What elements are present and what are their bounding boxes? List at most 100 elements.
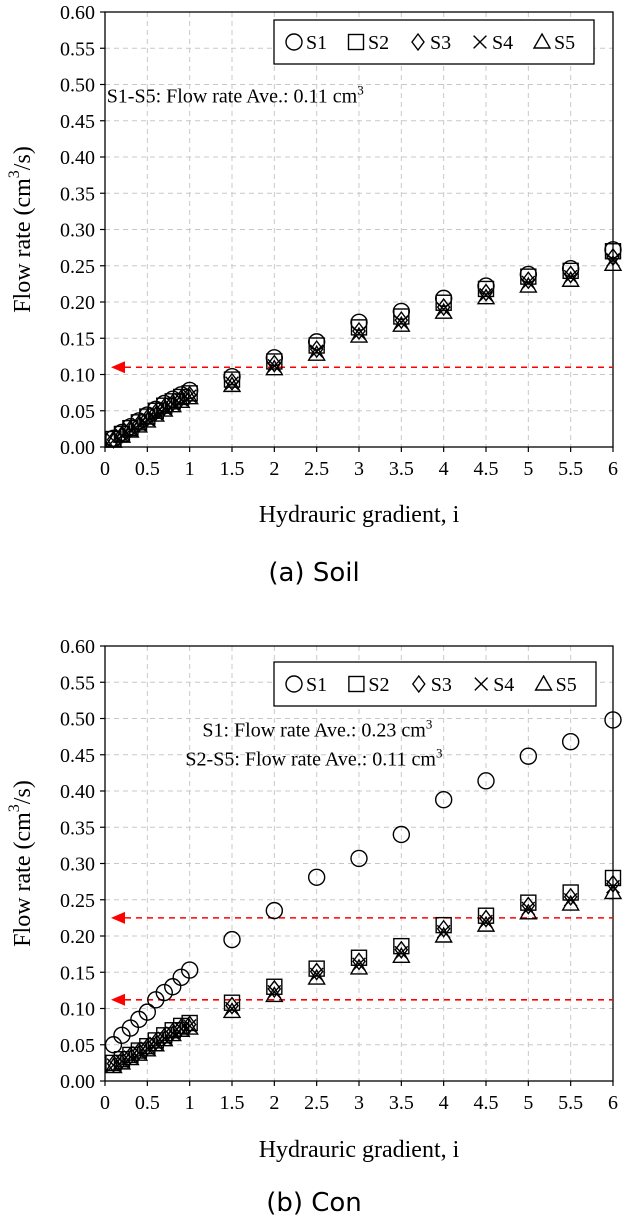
x-tick-label: 0.5 xyxy=(135,458,160,480)
data-point-S2 xyxy=(393,308,410,325)
legend-box xyxy=(273,19,595,65)
series-S1 xyxy=(104,711,622,1054)
legend-box xyxy=(273,661,597,707)
data-point-S5 xyxy=(519,903,538,920)
data-point-S2 xyxy=(350,319,368,336)
chart-panel-2: 0 0.5 1 1.5 2 2.5 3 3.5 4 4.5 5 5.5 6 0.00 0.05 0.10 0.1… xyxy=(6,636,623,1163)
data-point-S5 xyxy=(265,359,284,376)
data-point-S5 xyxy=(476,288,496,305)
data-point-S5 xyxy=(434,302,453,319)
legend-marker-S1 xyxy=(285,675,303,693)
data-point-S1 xyxy=(434,791,453,809)
data-point-S4 xyxy=(309,344,324,359)
x-tick-label: 6 xyxy=(608,1092,618,1114)
series-S4 xyxy=(106,253,620,448)
y-tick-label: 0.50 xyxy=(60,75,95,97)
data-point-S3 xyxy=(225,996,239,1015)
x-tick-label: 6 xyxy=(608,458,618,480)
y-tick-label: 0.30 xyxy=(60,220,95,242)
data-point-S5 xyxy=(392,315,411,332)
legend-marker-S4 xyxy=(474,677,489,691)
data-point-S4 xyxy=(436,302,451,317)
x-tick-label: 2 xyxy=(269,458,279,480)
data-point-S3 xyxy=(606,874,620,893)
x-tick-label: 5.5 xyxy=(558,1092,583,1114)
data-point-S2 xyxy=(223,994,241,1011)
y-tick-label: 0.15 xyxy=(60,962,95,984)
x-axis-title: Hydrauric gradient, i xyxy=(259,1137,460,1163)
series-S5 xyxy=(104,254,623,448)
data-point-S4 xyxy=(225,376,239,391)
x-tick-label: 1.5 xyxy=(220,1092,245,1114)
series-S2 xyxy=(105,243,622,448)
data-point-S5 xyxy=(603,254,623,271)
legend-marker-S2 xyxy=(348,675,365,693)
data-point-S3 xyxy=(309,962,324,981)
data-point-S5 xyxy=(171,391,191,409)
data-point-S5 xyxy=(112,426,132,443)
data-point-S5 xyxy=(392,946,411,963)
x-tick-label: 5 xyxy=(523,458,533,480)
data-point-S5 xyxy=(155,1030,174,1047)
x-tick-label: 1.5 xyxy=(220,458,245,480)
data-point-S4 xyxy=(479,287,493,302)
x-tick-label: 4 xyxy=(439,1092,449,1114)
data-point-S5 xyxy=(222,375,242,393)
data-point-S5 xyxy=(349,958,369,975)
data-point-S5 xyxy=(163,1025,182,1042)
data-point-S1 xyxy=(155,983,173,1002)
annotation-text: S1-S5: Flow rate Ave.: 0.11 cm3 xyxy=(107,83,364,108)
y-axis-title: Flow rate (cm3/s) xyxy=(6,146,36,313)
data-point-S1 xyxy=(265,901,284,920)
y-tick-label: 0.60 xyxy=(60,636,95,658)
data-point-S5 xyxy=(104,1057,123,1074)
x-tick-label: 5 xyxy=(523,1092,533,1114)
data-point-S1 xyxy=(477,772,495,790)
x-tick-label: 4 xyxy=(439,458,449,480)
data-point-S5 xyxy=(434,926,453,943)
y-tick-label: 0.55 xyxy=(60,672,95,694)
legend-label-S3: S3 xyxy=(430,32,451,54)
legend: S1 S2 S3 S4 S5 xyxy=(273,661,597,707)
y-tick-label: 0.35 xyxy=(60,817,95,839)
data-point-S2 xyxy=(266,978,283,995)
data-point-S3 xyxy=(267,979,282,999)
y-tick-label: 0.35 xyxy=(60,183,95,205)
data-point-S4 xyxy=(352,326,366,341)
annotation-text: S1: Flow rate Ave.: 0.23 cm3 xyxy=(202,717,432,742)
legend-label-S1: S1 xyxy=(306,32,327,54)
x-tick-label: 2.5 xyxy=(304,458,329,480)
legend-marker-S4 xyxy=(473,35,487,49)
x-tick-label: 3 xyxy=(354,1092,364,1114)
x-tick-label: 0 xyxy=(100,1092,110,1114)
data-point-S1 xyxy=(350,849,368,868)
data-point-S3 xyxy=(352,952,366,971)
data-point-S4 xyxy=(267,358,282,373)
y-tick-label: 0.25 xyxy=(60,890,95,912)
reference-arrow xyxy=(111,911,125,924)
y-tick-label: 0.45 xyxy=(60,745,95,767)
y-tick-label: 0.05 xyxy=(60,401,95,423)
data-point-S1 xyxy=(604,711,622,729)
data-point-S5 xyxy=(603,883,623,900)
data-point-S5 xyxy=(265,986,284,1003)
data-point-S3 xyxy=(394,940,409,959)
annotation-text: S2-S5: Flow rate Ave.: 0.11 cm3 xyxy=(185,746,442,771)
data-point-S5 xyxy=(519,276,538,293)
legend-marker-S3 xyxy=(411,32,425,52)
y-axis-title: Flow rate (cm3/s) xyxy=(6,780,36,947)
x-tick-label: 3 xyxy=(354,458,364,480)
data-point-S3 xyxy=(606,247,620,267)
y-tick-label: 0.10 xyxy=(60,999,95,1021)
y-tick-label: 0.20 xyxy=(60,292,95,314)
legend-marker-S5 xyxy=(532,32,552,49)
y-tick-label: 0.60 xyxy=(60,2,95,24)
x-tick-label: 2 xyxy=(269,1092,279,1114)
legend-label-S3: S3 xyxy=(431,674,452,696)
data-point-S3 xyxy=(479,909,493,928)
data-point-S2 xyxy=(562,262,579,280)
data-point-S5 xyxy=(155,400,174,417)
data-point-S1 xyxy=(223,930,241,949)
data-point-S5 xyxy=(180,388,199,405)
reference-arrow xyxy=(111,993,125,1006)
